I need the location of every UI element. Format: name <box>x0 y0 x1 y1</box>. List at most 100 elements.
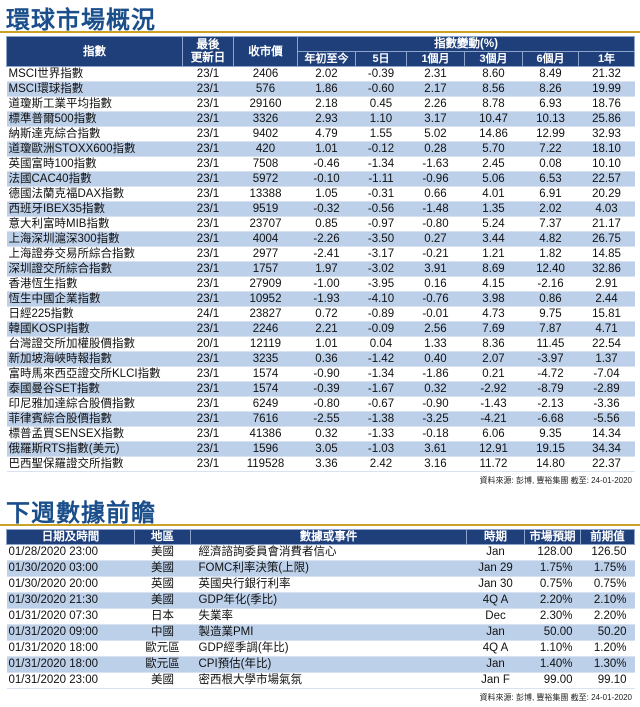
change-cell: 22.57 <box>578 171 635 187</box>
change-cell: 12.99 <box>522 126 579 142</box>
event-forecast-cell: 99.00 <box>524 672 581 689</box>
market-row: MSCI世界指數 23/1 2406 2.02 -0.39 2.31 8.60 8.49 21.… <box>6 66 635 82</box>
change-cell: 1.10 <box>355 111 407 127</box>
close-price-cell: 2406 <box>233 66 298 82</box>
change-cell: -0.12 <box>355 141 407 157</box>
header-period: 3個月 <box>464 51 523 67</box>
index-name-cell: 日經225指數 <box>6 306 183 322</box>
change-cell: 3.61 <box>406 441 465 457</box>
change-cell: 8.78 <box>464 96 523 112</box>
events-title-bar: 下週數據前瞻 <box>0 493 640 529</box>
market-row: 恆生中國企業指數 23/1 10952 -1.93 -4.10 -0.76 3.98 0.86… <box>6 291 635 307</box>
market-row: 印尼雅加達綜合股價指數 23/1 6249 -0.80 -0.67 -0.90 -1.43-… <box>6 396 635 412</box>
change-cell: 2.02 <box>522 201 579 217</box>
updated-date-cell: 23/1 <box>182 111 234 127</box>
updated-date-cell: 23/1 <box>182 66 234 82</box>
change-cell: 2.91 <box>578 276 635 292</box>
change-cell: 2.02 <box>297 66 356 82</box>
index-name-cell: MSCI環球指數 <box>6 81 183 97</box>
event-period-cell: Dec <box>466 608 525 625</box>
index-name-cell: 香港恆生指數 <box>6 276 183 292</box>
event-forecast-cell: 1.10% <box>524 640 581 657</box>
index-name-cell: 俄羅斯RTS指數(美元) <box>6 441 183 457</box>
event-region-cell: 歐元區 <box>134 640 191 657</box>
change-cell: 4.15 <box>464 276 523 292</box>
market-row: 香港恆生指數 23/1 27909 -1.00 -3.95 0.16 4.15 -2.16 2.… <box>6 276 635 292</box>
header-period: 1年 <box>577 51 636 67</box>
close-price-cell: 29160 <box>233 96 298 112</box>
header-updated-line1: 最後 <box>196 38 220 51</box>
market-row: 富時馬來西亞證交所KLCI指數 23/1 1574 -0.90 -1.34 -1.86 0.… <box>6 366 635 382</box>
events-title-divider <box>0 524 640 526</box>
change-cell: 25.86 <box>578 111 635 127</box>
change-cell: -0.01 <box>406 306 465 322</box>
change-cell: 7.37 <box>522 216 579 232</box>
change-cell: 4.01 <box>464 186 523 202</box>
change-cell: 6.06 <box>464 426 523 442</box>
market-row: 意大利富時MIB指數 23/1 23707 0.85 -0.97 -0.80 5.24 7.3… <box>6 216 635 232</box>
change-cell: -1.86 <box>406 366 465 382</box>
change-cell: -0.18 <box>406 426 465 442</box>
change-cell: 3.98 <box>464 291 523 307</box>
change-cell: -1.43 <box>464 396 523 412</box>
change-cell: -1.38 <box>355 411 407 427</box>
updated-date-cell: 23/1 <box>182 321 234 337</box>
header-period: 5日 <box>355 51 407 67</box>
event-row: 01/30/2020 03:00 美國 FOMC利率決策(上限) Jan 29 1.75… <box>6 560 635 577</box>
event-region-cell: 日本 <box>134 608 191 625</box>
events-title: 下週數據前瞻 <box>6 499 156 527</box>
change-cell: 1.35 <box>464 201 523 217</box>
event-region-cell: 美國 <box>134 560 191 577</box>
market-row: 上海證券交易所綜合指數 23/1 2977 -2.41 -3.17 -0.21 1.21 1.… <box>6 246 635 262</box>
event-datetime-cell: 01/30/2020 20:00 <box>6 576 135 593</box>
change-cell: -0.39 <box>355 66 407 82</box>
change-cell: -0.10 <box>297 171 356 187</box>
index-name-cell: 納斯達克綜合指數 <box>6 126 183 142</box>
event-forecast-cell: 0.75% <box>524 576 581 593</box>
change-cell: -2.26 <box>297 231 356 247</box>
change-cell: 1.05 <box>297 186 356 202</box>
change-cell: 0.21 <box>464 366 523 382</box>
change-cell: -0.21 <box>406 246 465 262</box>
updated-date-cell: 23/1 <box>182 96 234 112</box>
change-cell: -4.72 <box>522 366 579 382</box>
change-cell: 4.73 <box>464 306 523 322</box>
change-cell: -0.60 <box>355 81 407 97</box>
index-name-cell: 德國法蘭克福DAX指數 <box>6 186 183 202</box>
market-row: 菲律賓綜合股價指數 23/1 7616 -2.55 -1.38 -3.25 -4.21 -6.… <box>6 411 635 427</box>
change-cell: 1.86 <box>297 81 356 97</box>
index-name-cell: 道瓊歐洲STOXX600指數 <box>6 141 183 157</box>
change-cell: 1.82 <box>522 246 579 262</box>
index-name-cell: 恆生中國企業指數 <box>6 291 183 307</box>
event-period-cell: Jan <box>466 544 525 561</box>
change-cell: 2.42 <box>355 456 407 472</box>
change-cell: -1.33 <box>355 426 407 442</box>
change-cell: -0.97 <box>355 216 407 232</box>
change-cell: -0.09 <box>355 321 407 337</box>
change-cell: 0.16 <box>406 276 465 292</box>
updated-date-cell: 23/1 <box>182 351 234 367</box>
market-title-bar: 環球市場概況 <box>0 0 640 36</box>
event-datetime-cell: 01/30/2020 03:00 <box>6 560 135 577</box>
event-row: 01/31/2020 18:00 歐元區 CPI預估(年比) Jan 1.40% 1.30… <box>6 656 635 673</box>
change-cell: 0.04 <box>355 336 407 352</box>
change-cell: -2.41 <box>297 246 356 262</box>
close-price-cell: 9402 <box>233 126 298 142</box>
market-row: 道瓊歐洲STOXX600指數 23/1 420 1.01 -0.12 0.28 5.70 7.… <box>6 141 635 157</box>
events-table-body: 01/28/2020 23:00 美國 經濟諮詢委員會消費者信心 Jan 128.00 1… <box>6 544 635 689</box>
change-cell: 18.76 <box>578 96 635 112</box>
updated-date-cell: 23/1 <box>182 456 234 472</box>
updated-date-cell: 23/1 <box>182 396 234 412</box>
updated-date-cell: 23/1 <box>182 186 234 202</box>
event-name-cell: 英國央行銀行利率 <box>190 576 467 593</box>
change-cell: 2.56 <box>406 321 465 337</box>
change-cell: 18.10 <box>578 141 635 157</box>
index-name-cell: 標普孟買SENSEX指數 <box>6 426 183 442</box>
index-name-cell: 巴西聖保羅證交所指數 <box>6 456 183 472</box>
change-cell: 0.72 <box>297 306 356 322</box>
close-price-cell: 4004 <box>233 231 298 247</box>
market-row: 新加坡海峽時報指數 23/1 3235 0.36 -1.42 0.40 2.07 -3.97 1… <box>6 351 635 367</box>
change-cell: 11.72 <box>464 456 523 472</box>
updated-date-cell: 23/1 <box>182 141 234 157</box>
updated-date-cell: 23/1 <box>182 126 234 142</box>
